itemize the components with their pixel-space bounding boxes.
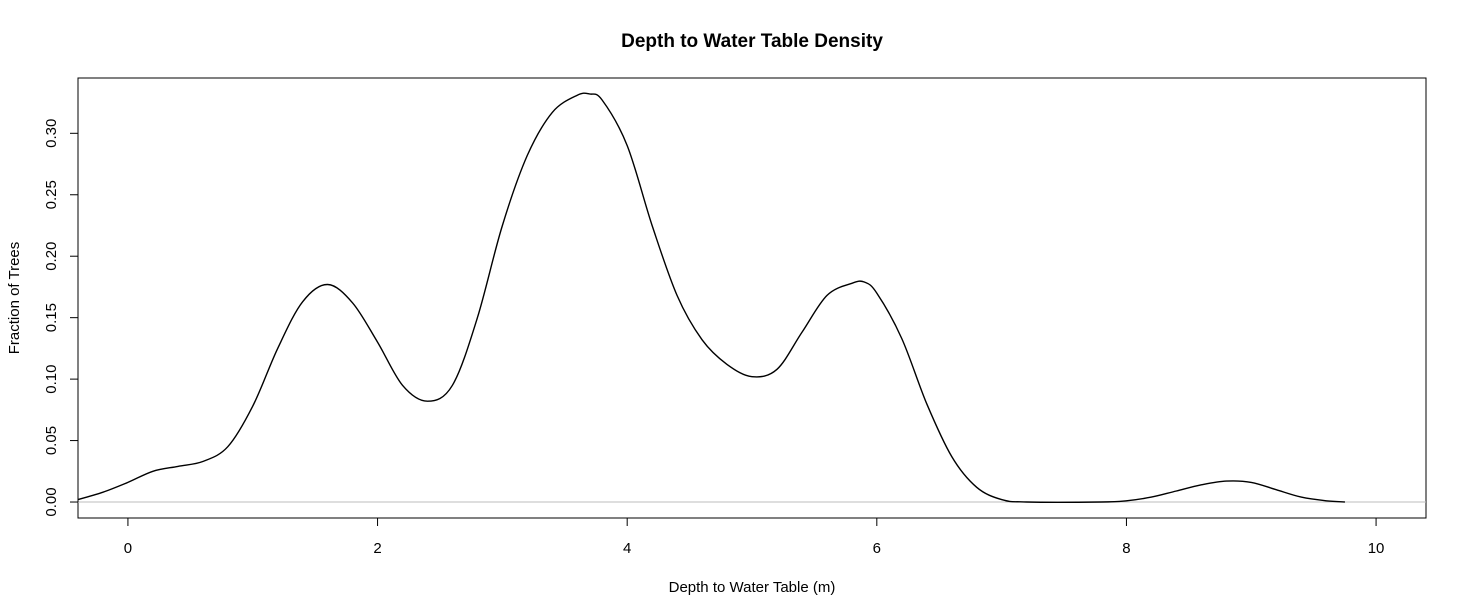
x-tick-label: 6	[873, 540, 881, 557]
x-tick-label: 4	[623, 540, 631, 557]
x-tick-label: 0	[124, 540, 132, 557]
plot-frame	[77, 77, 1427, 519]
x-axis: 0 2 4 6 8 10	[124, 517, 1385, 557]
y-tick-label: 0.00	[43, 487, 60, 516]
x-tick-label: 10	[1368, 540, 1385, 557]
y-axis: 0.00 0.05 0.10 0.15 0.20 0.25 0.30	[43, 119, 79, 517]
y-axis-label: Fraction of Trees	[6, 242, 23, 355]
y-tick-label: 0.30	[43, 119, 60, 148]
y-tick-label: 0.10	[43, 365, 60, 394]
y-tick-label: 0.20	[43, 242, 60, 271]
density-curve	[77, 92, 1345, 503]
chart-title: Depth to Water Table Density	[621, 31, 883, 52]
y-tick-label: 0.15	[43, 303, 60, 332]
y-tick-label: 0.05	[43, 426, 60, 455]
x-axis-label: Depth to Water Table (m)	[669, 579, 836, 596]
x-tick-label: 2	[373, 540, 381, 557]
x-tick-label: 8	[1122, 540, 1130, 557]
y-tick-label: 0.25	[43, 180, 60, 209]
